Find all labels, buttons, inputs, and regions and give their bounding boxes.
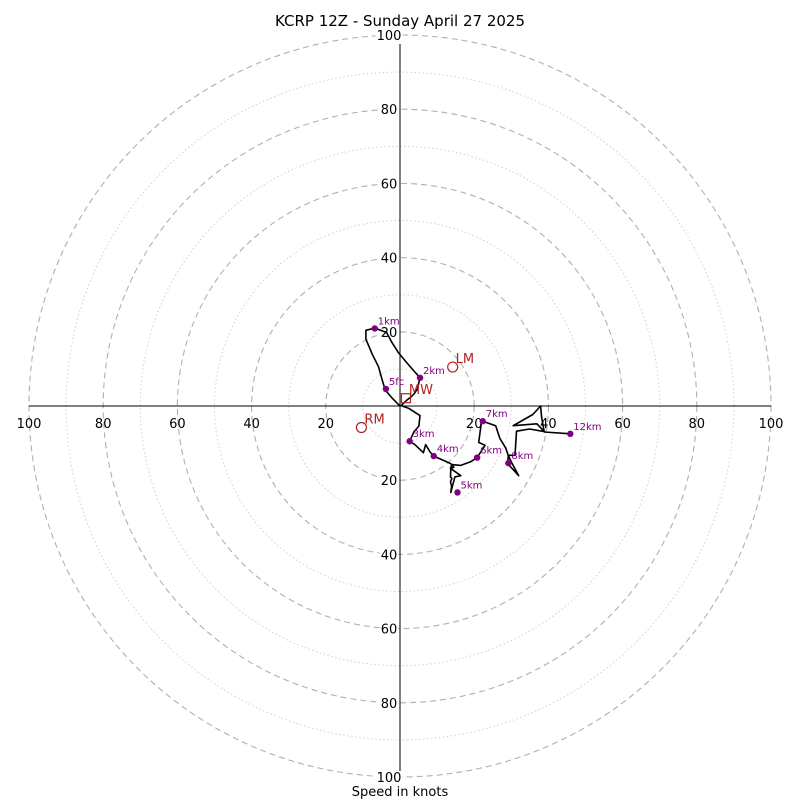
- storm-motion-label: MW: [409, 383, 433, 398]
- y-tick-label: 40: [381, 548, 398, 563]
- height-marker-label: 1km: [378, 316, 400, 327]
- y-tick-label-bg: [375, 771, 403, 786]
- x-tick-label: 100: [17, 417, 42, 432]
- height-marker-point: [371, 325, 378, 332]
- y-tick-label: 100: [377, 29, 402, 44]
- hodograph-line: [365, 327, 571, 494]
- x-tick-label: 80: [95, 417, 112, 432]
- storm-motion-marker: [355, 421, 368, 434]
- y-tick-label-bg: [379, 177, 399, 193]
- storm-motion-marker: [400, 393, 412, 404]
- height-marker-label: 5km: [461, 480, 483, 491]
- y-tick-label: 100: [377, 771, 402, 786]
- height-marker-label: 5fc: [389, 377, 404, 388]
- storm-motion-marker: [447, 361, 459, 373]
- height-marker-point: [416, 374, 424, 382]
- height-marker-point: [479, 418, 486, 425]
- x-tick-label: 40: [243, 417, 260, 432]
- height-marker-point: [406, 438, 413, 445]
- y-tick-label: 60: [381, 177, 398, 192]
- y-tick-label: 80: [381, 697, 398, 712]
- y-tick-label-bg: [375, 29, 403, 44]
- storm-motion-markers: LM MW RM: [355, 352, 474, 434]
- y-tick-label: 40: [381, 252, 398, 267]
- height-marker-label: 7km: [486, 409, 508, 420]
- y-tick-label: 20: [381, 326, 398, 341]
- x-tick-label: 60: [614, 417, 631, 432]
- height-marker-point: [473, 454, 481, 461]
- height-marker-point: [430, 452, 437, 460]
- height-marker-point: [382, 385, 390, 393]
- y-tick-label-bg: [379, 251, 399, 267]
- storm-motion-label: LM: [456, 352, 474, 367]
- height-marker-point: [567, 430, 574, 438]
- y-tick-label-bg: [379, 474, 399, 490]
- y-tick-label: 80: [381, 103, 398, 118]
- y-tick-label: 60: [381, 623, 398, 638]
- y-tick-label-bg: [379, 103, 399, 119]
- tick-labels: 1001008080606040402020202040406060808010…: [17, 29, 784, 786]
- height-marker-label: 4km: [437, 444, 459, 455]
- y-tick-label-bg: [379, 548, 399, 564]
- height-marker-point: [505, 459, 512, 467]
- x-tick-label: 80: [689, 417, 706, 432]
- y-tick-label-bg: [379, 622, 399, 638]
- y-tick-label: 20: [381, 474, 398, 489]
- x-tick-label: 20: [466, 417, 483, 432]
- height-marker-label: 6km: [480, 446, 502, 457]
- wind-trace: [365, 327, 571, 494]
- height-marker-label: 8km: [511, 451, 533, 462]
- height-marker-label: 2km: [423, 366, 445, 377]
- height-marker-label: 12km: [573, 422, 601, 433]
- height-marker-point: [454, 489, 461, 496]
- x-tick-label: 20: [318, 417, 335, 432]
- storm-motion-label: RM: [364, 413, 384, 428]
- chart-title: KCRP 12Z - Sunday April 27 2025: [275, 12, 525, 30]
- height-marker-label: 3km: [413, 429, 435, 440]
- y-tick-label-bg: [379, 325, 399, 341]
- x-tick-label: 60: [169, 417, 186, 432]
- x-axis-label: Speed in knots: [352, 785, 449, 800]
- x-tick-label: 100: [759, 417, 784, 432]
- y-tick-label-bg: [379, 696, 399, 712]
